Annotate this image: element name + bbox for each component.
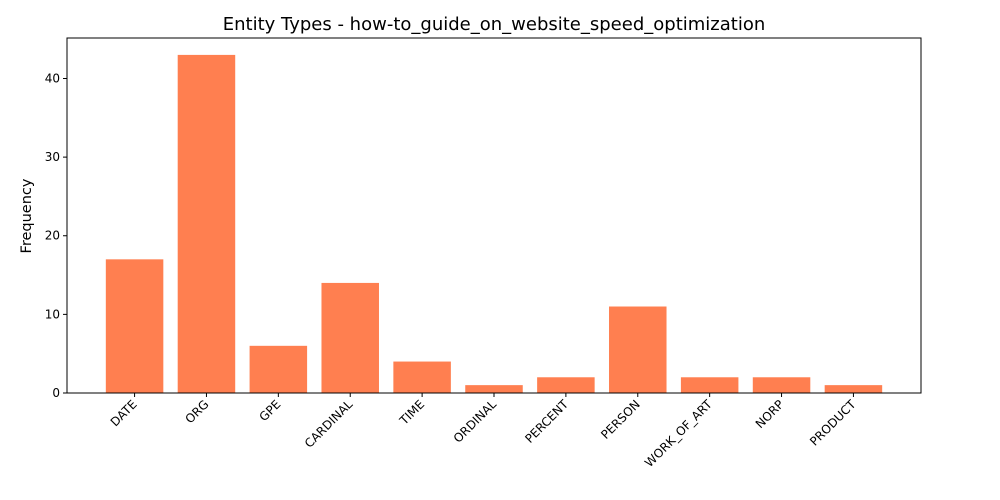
bar-gpe <box>249 345 308 393</box>
y-tick-label: 30 <box>45 150 60 164</box>
bar-product <box>824 385 883 393</box>
y-ticks-group: 0 10 20 30 40 <box>45 71 67 400</box>
x-tick-label: ORG <box>183 397 212 426</box>
bar-time <box>393 361 451 393</box>
bar-ordinal <box>465 385 523 393</box>
bars-group <box>105 54 883 394</box>
x-tick-label: PRODUCT <box>807 397 859 449</box>
x-tick-label: GPE <box>257 397 284 424</box>
x-tick-label: CARDINAL <box>302 397 356 451</box>
y-tick-label: 40 <box>45 71 60 85</box>
x-tick-label: PERSON <box>598 397 643 442</box>
bar-org <box>177 54 236 394</box>
bar-person <box>609 306 667 393</box>
bar-cardinal <box>321 282 379 393</box>
x-tick-label: WORK_OF_ART <box>642 397 715 470</box>
x-tick-label: NORP <box>753 397 787 431</box>
bar-work-of-art <box>680 377 739 393</box>
plot-frame <box>66 37 922 394</box>
x-tick-label: DATE <box>108 397 140 429</box>
chart-title: Entity Types - how-to_guide_on_website_s… <box>223 14 766 35</box>
bar-date <box>105 259 164 393</box>
x-tick-label: TIME <box>396 397 427 428</box>
bar-percent <box>537 377 595 393</box>
x-ticks-group: DATE ORG GPE CARDINAL TIME ORDINAL PERCENT PERS… <box>108 393 859 470</box>
y-tick-label: 10 <box>45 307 60 321</box>
x-tick-label: PERCENT <box>522 397 571 446</box>
y-tick-label: 20 <box>45 229 60 243</box>
y-tick-label: 0 <box>52 386 60 400</box>
y-axis-label: Frequency <box>19 178 35 253</box>
bar-norp <box>752 377 811 393</box>
x-tick-label: ORDINAL <box>451 397 500 446</box>
